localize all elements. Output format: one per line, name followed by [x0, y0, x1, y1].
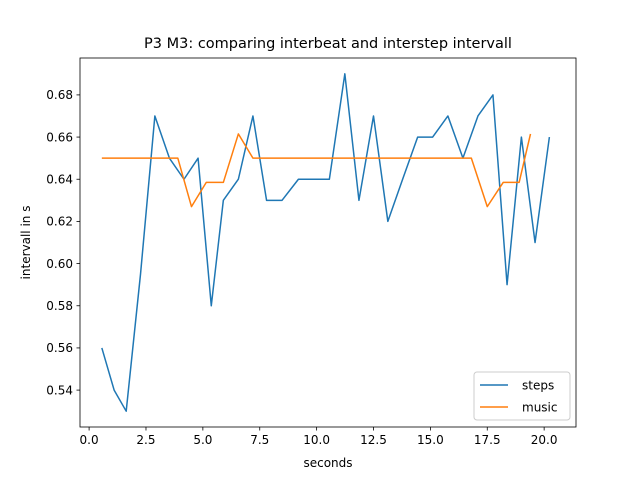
y-tick-label: 0.62: [46, 215, 73, 229]
x-axis-label: seconds: [303, 456, 352, 470]
legend-box: [473, 371, 571, 421]
legend: steps music: [473, 371, 571, 421]
x-tick-label: 10.0: [303, 433, 330, 447]
plot-frame: [79, 57, 577, 428]
y-tick-label: 0.60: [46, 257, 73, 271]
x-tick-label: 12.5: [360, 433, 387, 447]
series-layer: [101, 73, 551, 412]
y-axis-label: intervall in s: [19, 206, 33, 280]
x-tick-label: 20.0: [531, 433, 558, 447]
y-tick-label: 0.66: [46, 130, 73, 144]
x-axis-ticks: 0.0 2.5 5.0 7.5 10.0 12.5 15.0 17.5 20.0: [80, 427, 558, 447]
y-tick-label: 0.56: [46, 341, 73, 355]
x-tick-label: 5.0: [193, 433, 212, 447]
x-tick-label: 2.5: [136, 433, 155, 447]
x-tick-label: 15.0: [417, 433, 444, 447]
chart-title: P3 M3: comparing interbeat and interstep…: [144, 36, 512, 52]
y-tick-label: 0.58: [46, 299, 73, 313]
y-axis-ticks: 0.54 0.56 0.58 0.60 0.62 0.64 0.66 0.68: [46, 88, 80, 397]
series-line-steps: [101, 73, 551, 412]
x-tick-label: 17.5: [474, 433, 501, 447]
y-tick-label: 0.68: [46, 88, 73, 102]
y-tick-label: 0.54: [46, 383, 73, 397]
x-tick-label: 0.0: [80, 433, 99, 447]
legend-label-steps: steps: [522, 378, 554, 392]
legend-label-music: music: [522, 400, 557, 414]
series-line-music: [101, 133, 532, 208]
x-tick-label: 7.5: [250, 433, 269, 447]
y-tick-label: 0.64: [46, 173, 73, 187]
